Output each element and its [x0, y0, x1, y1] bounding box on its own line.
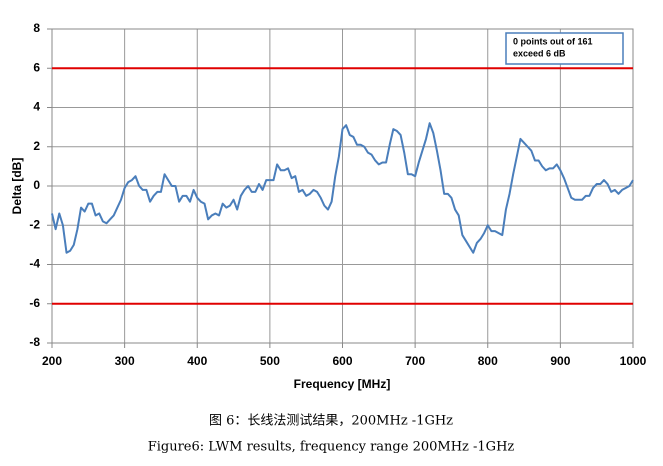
x-tick-label: 700: [405, 354, 425, 368]
y-tick-label: -8: [29, 335, 40, 349]
x-tick-label: 200: [42, 354, 62, 368]
y-tick-label: 2: [33, 139, 40, 153]
data-line: [51, 122, 634, 254]
x-axis-title: Frequency [MHz]: [294, 377, 391, 391]
annotation-text: 0 points out of 161: [513, 36, 593, 46]
y-tick-label: 0: [33, 178, 40, 192]
annotation-box: [505, 32, 624, 65]
y-tick-label: -2: [29, 217, 40, 231]
x-tick-label: 800: [478, 354, 498, 368]
y-tick-label: 4: [33, 100, 40, 114]
x-tick-label: 400: [187, 354, 207, 368]
y-tick-label: -4: [29, 257, 40, 271]
x-tick-label: 1000: [620, 354, 647, 368]
y-tick-label: 8: [33, 21, 40, 35]
y-tick-label: 6: [33, 60, 40, 74]
caption: Figure6: LWM results, frequency range 20…: [148, 440, 515, 455]
caption: 图 6：长线法测试结果，200MHz -1GHz: [209, 414, 453, 429]
annotation-text: exceed 6 dB: [513, 48, 566, 58]
x-tick-label: 500: [260, 354, 280, 368]
y-tick-label: -6: [29, 296, 40, 310]
plot-border: [51, 28, 634, 344]
x-tick-label: 900: [550, 354, 570, 368]
x-tick-label: 600: [332, 354, 352, 368]
y-axis-title: Delta [dB]: [10, 158, 24, 215]
x-tick-label: 300: [115, 354, 135, 368]
